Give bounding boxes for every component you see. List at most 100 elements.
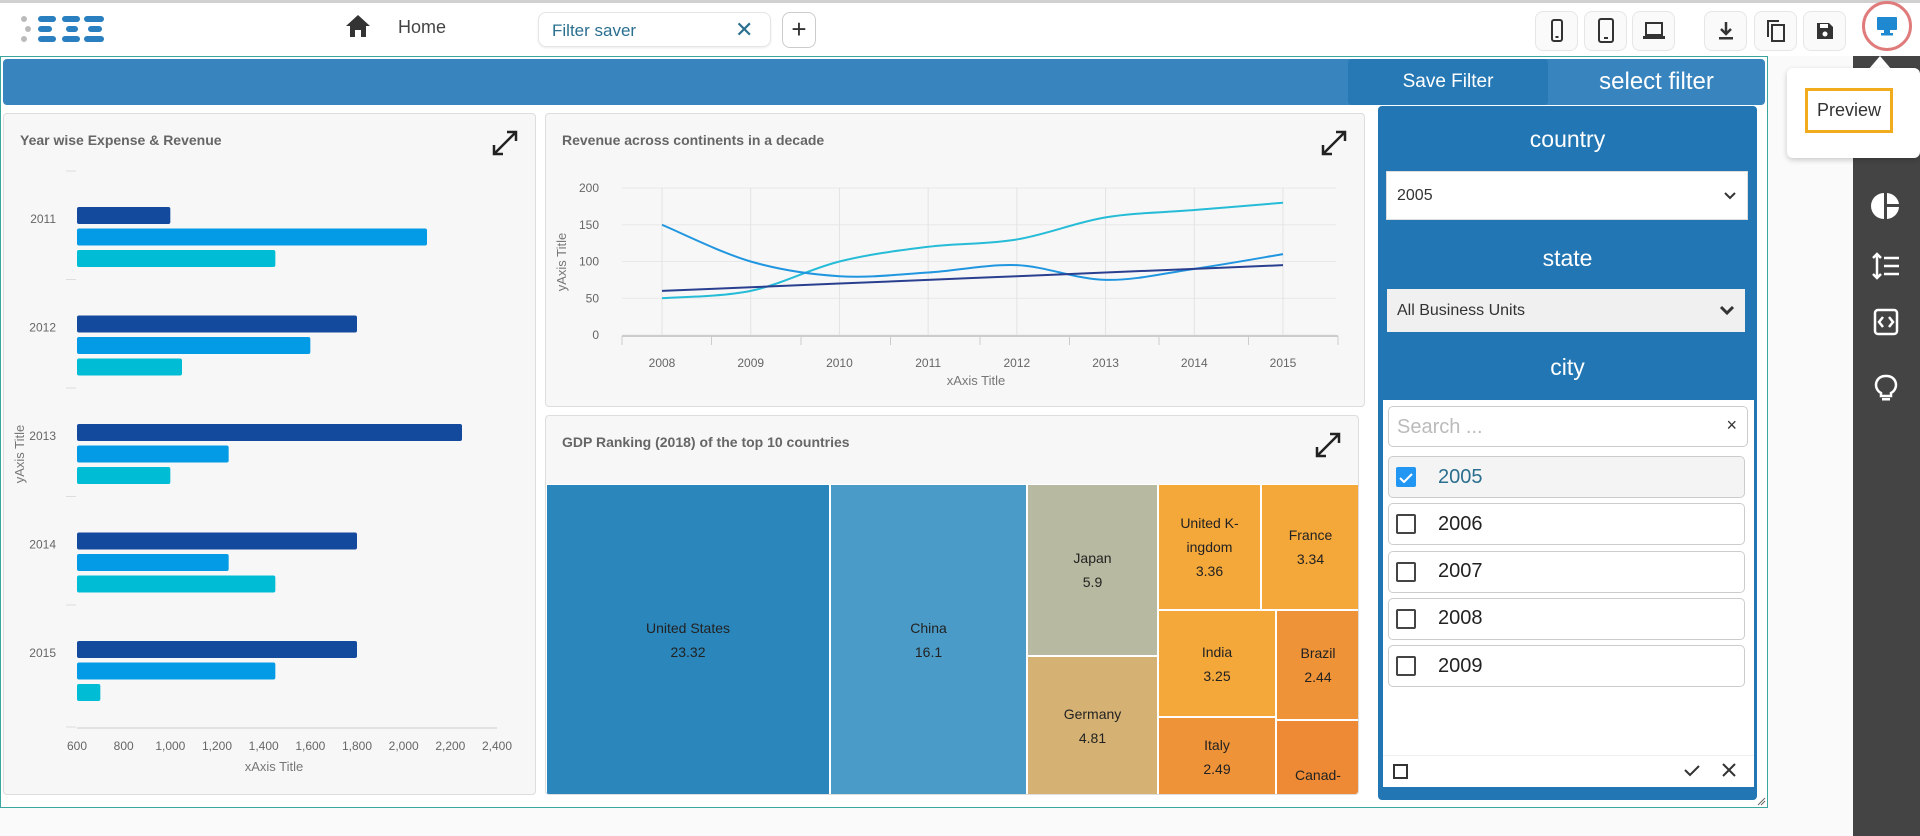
city-option[interactable]: 2007 [1388, 550, 1745, 593]
bar [77, 207, 171, 224]
checkbox[interactable] [1396, 467, 1416, 487]
treemap-cell[interactable]: United K-ingdom 3.36 [1158, 484, 1261, 610]
cell-value: 3.36 [1195, 563, 1224, 579]
tab-label: Filter saver [552, 21, 637, 40]
cell-value: 16.1 [914, 644, 943, 660]
category-label: 2012 [29, 321, 56, 335]
line-chart: 0 50 100 150 200 2008 2009 2010 2011 2012 2013 2014… [554, 181, 1339, 388]
divider [1383, 755, 1754, 756]
copy-icon [1766, 20, 1785, 42]
treemap-cell[interactable]: France 3.34 [1261, 484, 1358, 610]
checkbox[interactable] [1396, 514, 1416, 535]
city-option-label: 2006 [1438, 512, 1483, 535]
treemap: United States 23.32 China 16.1 Japan 5.9 Germa… [546, 484, 1358, 794]
close-tab-icon[interactable]: ✕ [735, 17, 754, 42]
cell-label: Italy [1204, 736, 1230, 753]
laptop-view-button[interactable] [1632, 11, 1675, 51]
expand-icon[interactable] [1319, 128, 1349, 158]
save-filter-button[interactable]: Save Filter [1348, 59, 1548, 105]
checkbox[interactable] [1396, 561, 1416, 582]
resize-handle-icon[interactable] [1756, 796, 1766, 806]
select-filter-button[interactable]: select filter [1599, 68, 1714, 95]
treemap-cell[interactable]: United States 23.32 [546, 484, 830, 794]
category-label: 2011 [30, 212, 56, 226]
tablet-view-button[interactable] [1584, 11, 1627, 51]
copy-button[interactable] [1754, 11, 1797, 51]
bar [77, 554, 229, 571]
x-tick-label: 2011 [915, 356, 941, 370]
treemap-cell[interactable]: Italy 2.49 [1158, 717, 1276, 794]
lightbulb-icon[interactable] [1871, 373, 1901, 403]
series-line [661, 223, 1284, 281]
download-button[interactable] [1704, 11, 1747, 51]
checkbox[interactable] [1396, 656, 1416, 677]
filter-banner: Save Filter select filter [3, 59, 1765, 105]
code-icon[interactable] [1871, 307, 1901, 337]
clear-search-icon[interactable]: × [1726, 415, 1737, 435]
save-button[interactable] [1803, 11, 1846, 51]
country-select[interactable]: 2005 [1386, 171, 1748, 220]
state-label: state [1542, 245, 1593, 271]
bar [77, 358, 182, 376]
x-tick-label: 2,400 [482, 739, 512, 753]
save-icon [1816, 23, 1833, 39]
home-link[interactable]: Home [398, 17, 447, 37]
city-option[interactable]: 2009 [1388, 645, 1745, 688]
top-border [0, 0, 1920, 3]
laptop-icon [1642, 22, 1665, 39]
x-tick-label: 1,200 [202, 739, 232, 753]
expand-icon[interactable] [1313, 430, 1343, 460]
select-all-checkbox[interactable] [1393, 764, 1408, 779]
apply-check-icon[interactable] [1683, 764, 1701, 778]
country-label: country [1529, 126, 1606, 152]
treemap-cell[interactable]: Brazil 2.44 [1276, 610, 1358, 720]
close-icon[interactable] [1721, 762, 1737, 778]
tablet-icon [1597, 18, 1614, 43]
home-icon[interactable] [345, 14, 371, 38]
bar [77, 228, 427, 246]
cell-value: 2.49 [1203, 760, 1231, 777]
treemap-cell[interactable]: Japan 5.9 [1027, 484, 1158, 656]
city-option[interactable]: 2005 [1388, 456, 1745, 498]
cell-label: Germany [1063, 706, 1122, 722]
cell-label: Brazil [1300, 645, 1336, 661]
cell-label: France [1288, 527, 1333, 543]
city-search-input[interactable]: Search ... × [1388, 406, 1748, 447]
cell-label: United K-ingdom [1180, 515, 1239, 555]
treemap-cell[interactable]: Germany 4.81 [1027, 656, 1158, 794]
bar [77, 315, 357, 333]
bar-chart-title: Year wise Expense & Revenue [20, 132, 222, 148]
expand-icon[interactable] [490, 128, 520, 158]
state-select[interactable]: All Business Units [1387, 289, 1745, 332]
tab-filter-saver[interactable]: Filter saver ✕ [538, 12, 771, 47]
line-height-icon[interactable] [1871, 251, 1901, 281]
treemap-cell[interactable]: China 16.1 [830, 484, 1027, 794]
line-chart-panel: Revenue across continents in a decade 0 5… [545, 113, 1365, 407]
cell-value: 4.81 [1078, 730, 1107, 746]
right-sidebar [1853, 56, 1920, 836]
cell-value: 3.34 [1296, 551, 1325, 567]
preview-button[interactable] [1862, 1, 1912, 51]
city-option[interactable]: 2006 [1388, 503, 1745, 546]
x-tick-label: 2013 [1092, 356, 1119, 370]
cell-label: China [910, 620, 947, 636]
y-tick-label: 100 [579, 255, 599, 269]
category-label: 2015 [29, 646, 56, 660]
x-tick-label: 1,400 [249, 739, 279, 753]
treemap-cell[interactable]: Canad- [1276, 720, 1358, 794]
bar [77, 445, 229, 463]
y-tick-label: 50 [586, 291, 600, 305]
city-label: city [1550, 354, 1585, 380]
x-axis-title: xAxis Title [947, 373, 1006, 388]
city-option-label: 2009 [1438, 654, 1483, 677]
pie-chart-icon[interactable] [1871, 191, 1901, 221]
cell-label: Japan [1073, 550, 1112, 566]
treemap-panel: GDP Ranking (2018) of the top 10 countri… [545, 415, 1359, 795]
city-option[interactable]: 2008 [1388, 597, 1745, 640]
treemap-cell[interactable]: India 3.25 [1158, 610, 1276, 717]
checkbox[interactable] [1396, 608, 1416, 629]
treemap-title: GDP Ranking (2018) of the top 10 countri… [562, 434, 850, 450]
y-tick-label: 150 [579, 218, 599, 232]
add-tab-button[interactable]: + [782, 12, 816, 48]
mobile-view-button[interactable] [1535, 11, 1578, 51]
